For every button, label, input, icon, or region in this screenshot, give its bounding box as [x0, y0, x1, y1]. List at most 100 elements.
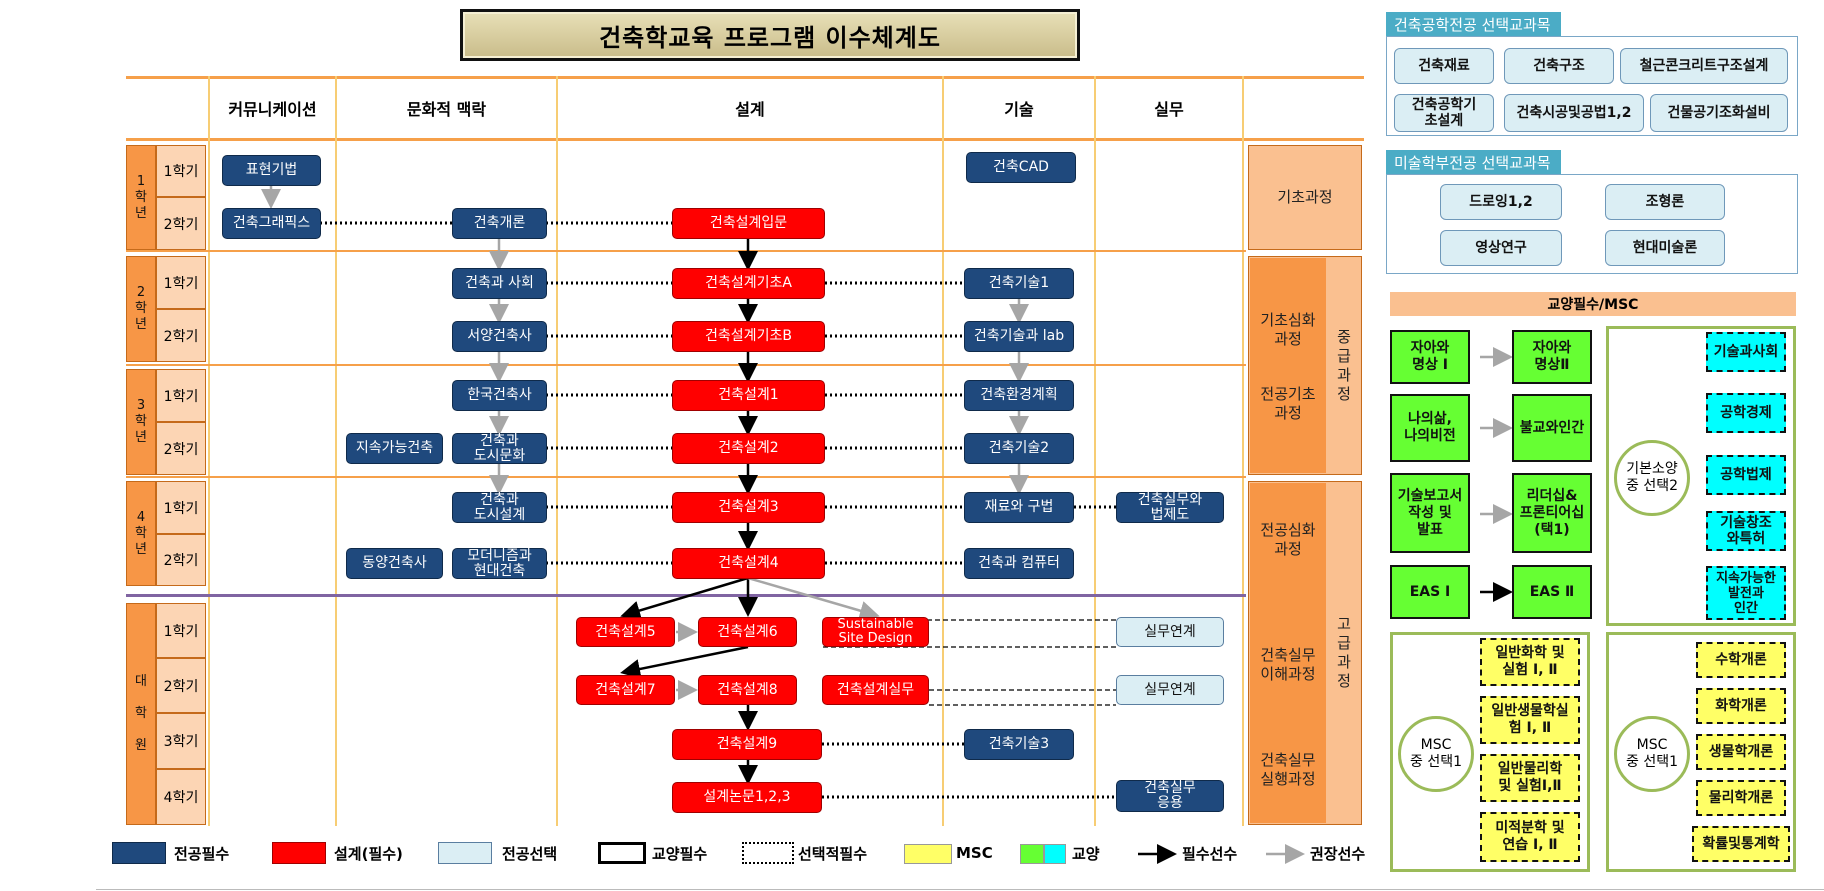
- grid-line: [126, 250, 1246, 252]
- legend-label: 전공선택: [502, 844, 558, 863]
- legend-label: MSC: [956, 844, 993, 862]
- legend-swatch-major-elective: [438, 842, 492, 864]
- course-node: 실무연계: [1116, 675, 1224, 705]
- liberal-course: 불교와인간: [1512, 394, 1592, 462]
- semester-label: 1학기: [156, 145, 206, 197]
- course-node: 서양건축사: [452, 321, 547, 352]
- msc-course: 일반물리학 및 실험Ⅰ,Ⅱ: [1480, 754, 1580, 802]
- msc-course: 일반생물학실 험 Ⅰ, Ⅱ: [1480, 696, 1580, 744]
- msc-frame-left: [1390, 632, 1590, 872]
- msc-course: 일반화학 및 실험 Ⅰ, Ⅱ: [1480, 638, 1580, 686]
- stage-basic: 기초과정: [1248, 145, 1362, 250]
- year-label: 대 학 원: [126, 603, 156, 825]
- side-course: 철근콘크리트구조설계: [1620, 48, 1788, 84]
- stage-mid-bg: [1250, 258, 1326, 473]
- side-course: 건축시공및공법1,2: [1504, 94, 1644, 132]
- stage-practice-understanding: 건축실무 이해과정: [1260, 646, 1316, 683]
- liberal-elective-course: 기술창조 와특허: [1706, 511, 1786, 551]
- stage-major-advanced: 전공심화 과정: [1260, 521, 1316, 558]
- course-node: 건축설계8: [698, 675, 797, 705]
- legend-swatch-msc: [904, 844, 952, 864]
- course-node: 건축설계4: [672, 548, 825, 579]
- page-title: 건축학교육 프로그램 이수체계도: [460, 9, 1080, 61]
- liberal-course: 나의삶, 나의비전: [1390, 394, 1470, 462]
- side-course: 건축공학기 초설계: [1394, 94, 1494, 132]
- course-node: 건축기술3: [964, 729, 1074, 760]
- semester-label: 2학기: [156, 197, 206, 250]
- legend-label: 전공필수: [174, 844, 230, 863]
- legend-label: 교양필수: [652, 844, 708, 863]
- required-prereq-arrows: [620, 237, 758, 785]
- year-label: 3 학 년: [126, 369, 156, 475]
- course-node: 표현기법: [222, 155, 321, 186]
- course-node: 건축과 도시문화: [452, 433, 547, 464]
- selection-rule: MSC 중 선택1: [1614, 716, 1690, 792]
- course-node: 건축기술1: [964, 268, 1074, 299]
- course-node: 건축기술과 lab: [964, 321, 1074, 352]
- semester-label: 4학기: [156, 769, 206, 825]
- course-node: Sustainable Site Design: [822, 617, 929, 647]
- legend-swatch-liberal-cyan: [1044, 844, 1066, 864]
- course-node: 건축과 사회: [452, 268, 547, 299]
- msc-course: 미적분학 및 연습 Ⅰ, Ⅱ: [1480, 812, 1580, 862]
- side-course: 건축재료: [1394, 48, 1494, 84]
- course-node: 건축설계9: [672, 729, 822, 760]
- legend-swatch-design: [272, 842, 326, 864]
- course-node: 재료와 구법: [964, 492, 1074, 523]
- legend-swatch-liberal-required: [598, 842, 646, 864]
- liberal-elective-course: 기술과사회: [1706, 332, 1786, 372]
- stage-high-bg: [1250, 483, 1326, 823]
- stage-advanced: 고 급 과 정: [1337, 615, 1351, 690]
- course-node: 건축설계실무: [822, 675, 929, 705]
- course-node: 건축CAD: [966, 152, 1076, 183]
- semester-label: 2학기: [156, 422, 206, 475]
- year-label: 2 학 년: [126, 256, 156, 362]
- grid-line: [208, 76, 210, 826]
- side-panel-header: 미술학부전공 선택교과목: [1386, 150, 1561, 174]
- course-node: 건축설계6: [698, 617, 797, 647]
- course-node: 실무연계: [1116, 617, 1224, 647]
- course-node: 모더니즘과 현대건축: [452, 548, 547, 579]
- grid-line: [126, 364, 1246, 366]
- grid-line: [126, 138, 1364, 141]
- liberal-course: EAS Ⅱ: [1512, 565, 1592, 619]
- course-node: 건축환경계획: [964, 380, 1074, 411]
- course-node: 건축과 도시설계: [452, 492, 547, 523]
- side-panel-header: 교양필수/MSC: [1390, 292, 1796, 316]
- stage-practice-execution: 건축실무 실행과정: [1260, 751, 1316, 788]
- year-label: 1 학 년: [126, 145, 156, 250]
- msc-course: 화학개론: [1696, 688, 1786, 724]
- msc-course: 수학개론: [1696, 642, 1786, 678]
- legend-label: 설계(필수): [334, 844, 403, 863]
- grid-line: [1242, 76, 1244, 826]
- side-panel-frame: [1386, 174, 1798, 274]
- side-course: 영상연구: [1440, 230, 1562, 266]
- legend-label: 교양: [1072, 844, 1100, 863]
- selection-rule: 기본소양 중 선택2: [1614, 440, 1690, 516]
- semester-label: 3학기: [156, 713, 206, 769]
- selection-rule: MSC 중 선택1: [1398, 716, 1474, 792]
- bottom-rule: [96, 889, 1824, 890]
- grid-line: [335, 76, 337, 826]
- semester-label: 2학기: [156, 534, 206, 586]
- course-node: 건축설계3: [672, 492, 825, 523]
- course-node: 동양건축사: [346, 548, 443, 579]
- course-node: 설계논문1,2,3: [672, 782, 822, 813]
- semester-label: 2학기: [156, 658, 206, 713]
- liberal-elective-course: 공학법제: [1706, 455, 1786, 495]
- side-course: 건물공기조화설비: [1650, 94, 1788, 132]
- semester-label: 2학기: [156, 309, 206, 362]
- legend-swatch-liberal-green: [1020, 844, 1044, 864]
- col-header-cultural-context: 문화적 맥락: [406, 100, 487, 119]
- grid-line: [556, 76, 558, 826]
- course-node: 건축설계5: [576, 617, 675, 647]
- side-course: 드로잉1,2: [1440, 184, 1562, 220]
- side-panel-header: 건축공학전공 선택교과목: [1386, 12, 1561, 36]
- col-header-communication: 커뮤니케이션: [228, 100, 317, 119]
- col-header-practice: 실무: [1154, 100, 1184, 119]
- semester-label: 1학기: [156, 603, 206, 658]
- liberal-elective-course: 지속가능한 발전과 인간: [1706, 566, 1786, 620]
- grid-line: [126, 476, 1246, 478]
- course-node: 건축설계7: [576, 675, 675, 705]
- course-node: 지속가능건축: [346, 433, 443, 464]
